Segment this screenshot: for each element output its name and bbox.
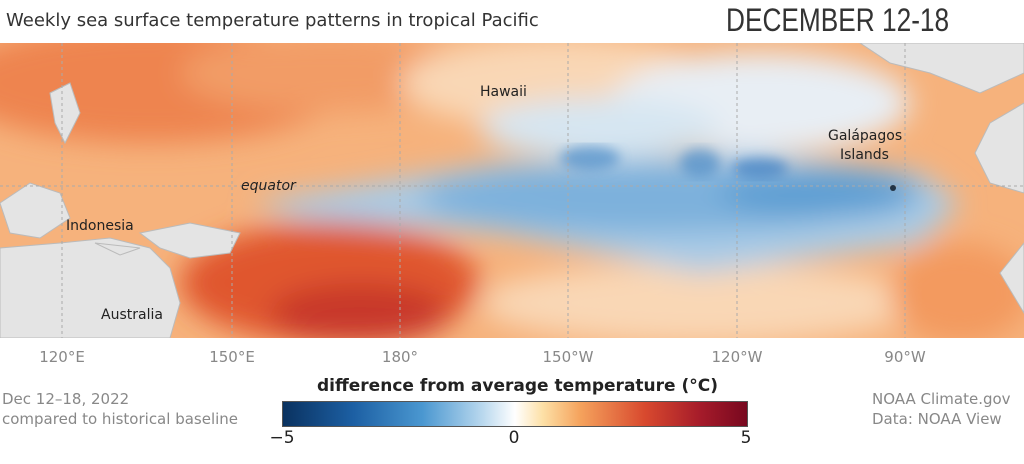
tick-90w: 90°W bbox=[884, 348, 926, 366]
graticule bbox=[0, 43, 1024, 338]
date-title: DECEMBER 12-18 bbox=[726, 2, 950, 38]
landmasses bbox=[0, 43, 1024, 338]
footer-date: Dec 12–18, 2022 compared to historical b… bbox=[2, 390, 239, 428]
label-australia: Australia bbox=[101, 307, 163, 323]
legend-mid: 0 bbox=[508, 428, 520, 448]
tick-180: 180° bbox=[381, 348, 419, 366]
color-scale-bar bbox=[282, 401, 748, 427]
map-title: Weekly sea surface temperature patterns … bbox=[6, 10, 539, 31]
galapagos-marker bbox=[890, 185, 896, 191]
label-equator: equator bbox=[241, 178, 297, 194]
legend-title: difference from average temperature (°C) bbox=[317, 376, 718, 396]
label-hawaii: Hawaii bbox=[480, 84, 527, 100]
legend-max: 5 bbox=[740, 428, 752, 448]
legend-min: −5 bbox=[269, 428, 295, 448]
tick-150w: 150°W bbox=[542, 348, 594, 366]
footer-credit: NOAA Climate.gov Data: NOAA View bbox=[872, 390, 1011, 428]
tick-120e: 120°E bbox=[39, 348, 85, 366]
tick-150e: 150°E bbox=[209, 348, 255, 366]
tick-120w: 120°W bbox=[711, 348, 763, 366]
label-islands: Islands bbox=[840, 147, 889, 163]
sst-anomaly-map: Hawaii Galápagos Islands equator Indones… bbox=[0, 43, 1024, 338]
label-indonesia: Indonesia bbox=[66, 218, 134, 234]
label-galapagos: Galápagos bbox=[828, 128, 902, 144]
